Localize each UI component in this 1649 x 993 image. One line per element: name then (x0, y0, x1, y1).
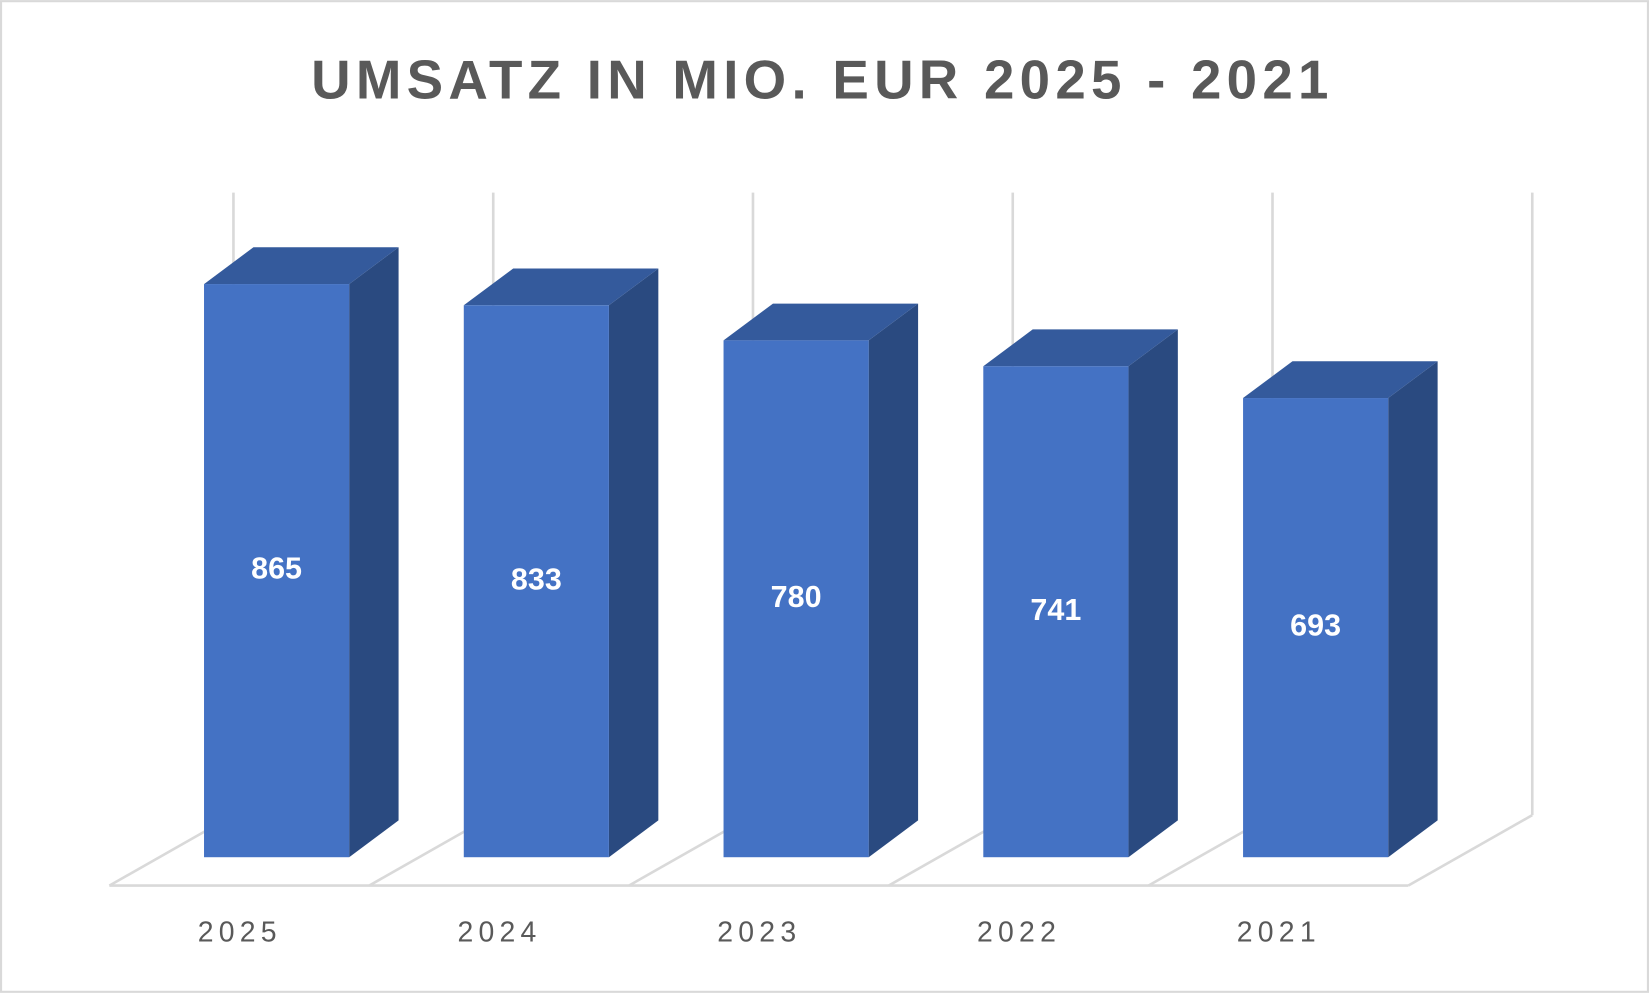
bar-top (983, 329, 1178, 367)
bars: 865 2025 833 2024 780 2023 741 2022 693 2021 (198, 247, 1438, 948)
bar-top (1243, 361, 1438, 399)
bar-side (1388, 361, 1438, 858)
data-label: 693 (1290, 609, 1341, 643)
x-tick-label: 2024 (457, 916, 541, 948)
data-label: 780 (771, 580, 822, 614)
bar-side (868, 303, 919, 858)
bar-top (463, 268, 659, 306)
data-label: 865 (251, 552, 302, 586)
data-label: 741 (1030, 593, 1081, 627)
x-tick-label: 2021 (1237, 916, 1321, 948)
bar-side (1128, 329, 1178, 858)
bar (983, 366, 1129, 858)
x-tick-label: 2023 (717, 916, 801, 948)
chart-title: UMSATZ IN MIO. EUR 2025 - 2021 (311, 49, 1334, 111)
bar (723, 340, 869, 858)
floor-line (1407, 814, 1533, 887)
bar (1243, 398, 1389, 858)
bar-side (349, 247, 399, 858)
data-label: 833 (511, 562, 562, 596)
x-tick-label: 2025 (198, 916, 282, 948)
bar-side (608, 268, 659, 858)
bar (463, 305, 609, 858)
bar (204, 284, 350, 858)
x-tick-label: 2022 (977, 916, 1061, 948)
bar-top (204, 247, 399, 285)
bar-top (723, 303, 919, 341)
